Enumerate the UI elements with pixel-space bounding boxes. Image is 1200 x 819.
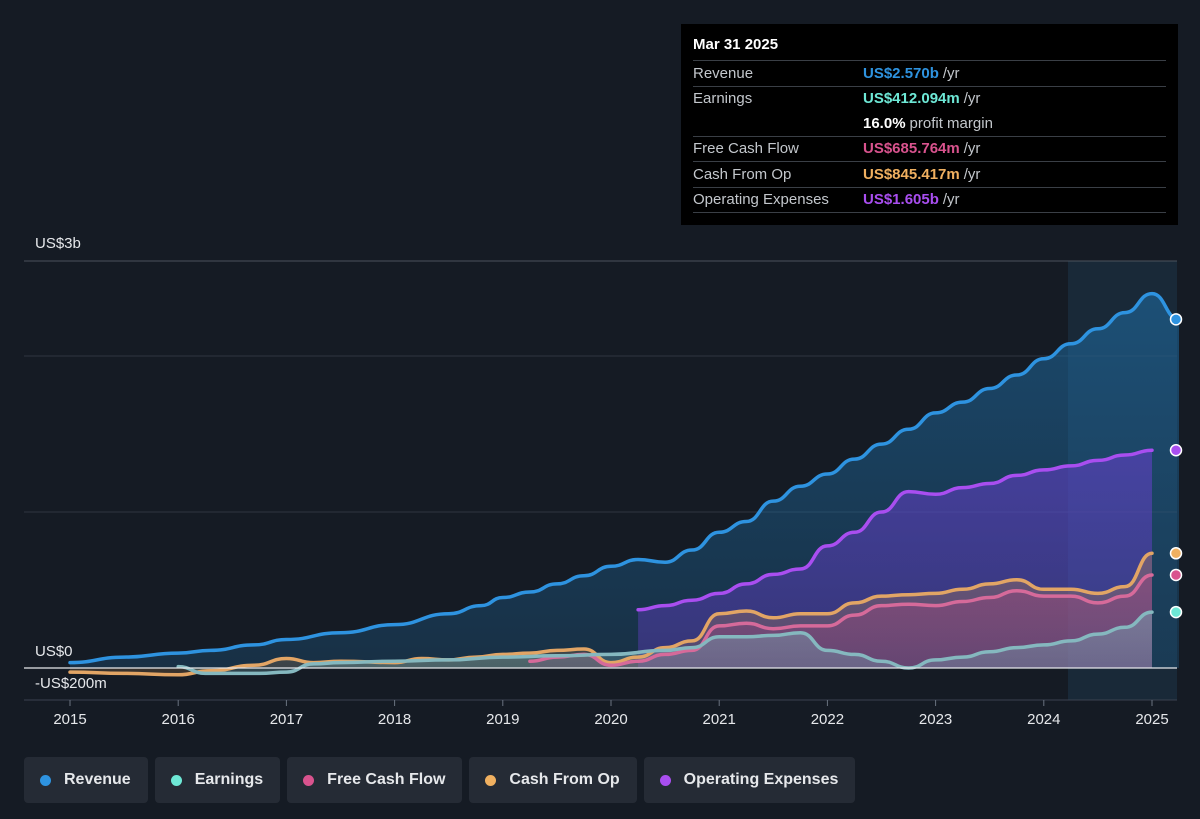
x-tick-label: 2025	[1135, 711, 1168, 728]
tooltip-unit: profit margin	[909, 114, 993, 132]
legend-label: Revenue	[64, 771, 131, 788]
legend: Revenue Earnings Free Cash Flow Cash From O…	[24, 757, 856, 803]
tooltip-label: Operating Expenses	[693, 191, 829, 209]
free-cash-flow-line	[528, 573, 1154, 668]
tooltip-label: Free Cash Flow	[693, 140, 799, 158]
tooltip-unit: /yr	[942, 191, 960, 209]
tooltip-value: US$685.764m	[863, 140, 960, 158]
tooltip-value: US$1.605b	[863, 191, 939, 209]
cash-from-op-end-marker	[1169, 547, 1183, 560]
tooltip-panel: Mar 31 2025 Revenue US$2.570b/yr Earnings U…	[681, 24, 1178, 225]
free-cash-flow-end-marker	[1169, 568, 1183, 582]
legend-label: Operating Expenses	[683, 771, 839, 788]
x-tick-label: 2019	[486, 711, 519, 728]
tooltip-label: Revenue	[693, 64, 754, 82]
operating-expenses-line	[636, 448, 1154, 612]
legend-item-cash-from-op[interactable]: Cash From Op	[469, 757, 637, 803]
y-tick-label: -US$200m	[35, 675, 107, 692]
x-tick-label: 2015	[53, 711, 86, 728]
operating-expenses-end-marker	[1169, 444, 1183, 457]
revenue-end-marker	[1169, 313, 1183, 326]
tooltip-row-earnings: Earnings US$412.094m/yr	[693, 85, 1166, 112]
tooltip-value: US$412.094m	[863, 90, 960, 108]
legend-dot-icon	[40, 774, 51, 786]
x-tick-label: 2018	[378, 711, 411, 728]
earnings-line	[176, 610, 1154, 676]
x-tick-label: 2024	[1027, 711, 1060, 728]
x-tick-label: 2021	[703, 711, 736, 728]
tooltip-label: Cash From Op	[693, 165, 792, 183]
tooltip-date: Mar 31 2025	[693, 36, 779, 53]
legend-dot-icon	[659, 774, 671, 786]
x-tick-label: 2023	[919, 711, 952, 728]
legend-label: Earnings	[194, 771, 264, 788]
tooltip-value: US$845.417m	[863, 165, 960, 183]
legend-item-earnings[interactable]: Earnings	[154, 757, 281, 803]
legend-item-free-cash-flow[interactable]: Free Cash Flow	[287, 757, 463, 803]
tooltip-row-cash-from-op: Cash From Op US$845.417m/yr	[693, 161, 1166, 187]
tooltip-label: Earnings	[693, 90, 753, 108]
earnings-end-marker	[1169, 605, 1183, 619]
legend-label: Free Cash Flow	[327, 771, 446, 788]
legend-dot-icon	[303, 774, 315, 786]
legend-item-revenue[interactable]: Revenue	[24, 757, 148, 803]
x-tick-label: 2017	[270, 711, 303, 728]
tooltip-value: 16.0%	[863, 114, 906, 132]
x-tick-label: 2020	[594, 711, 627, 728]
y-tick-label: US$0	[35, 643, 73, 660]
tooltip-unit: /yr	[963, 165, 981, 183]
legend-label: Cash From Op	[509, 771, 620, 788]
tooltip-unit: /yr	[942, 64, 960, 82]
tooltip-unit: /yr	[963, 140, 981, 158]
legend-dot-icon	[170, 774, 182, 786]
legend-item-operating-expenses[interactable]: Operating Expenses	[643, 757, 856, 803]
earnings-area	[178, 612, 1152, 674]
tooltip-row-revenue: Revenue US$2.570b/yr	[693, 60, 1166, 86]
x-tick-label: 2016	[162, 711, 195, 728]
tooltip-value: US$2.570b	[863, 64, 939, 82]
legend-dot-icon	[485, 774, 497, 786]
y-tick-label: US$3b	[35, 235, 81, 252]
x-tick-label: 2022	[811, 711, 844, 728]
tooltip-row-free-cash-flow: Free Cash Flow US$685.764m/yr	[693, 135, 1166, 162]
tooltip-unit: /yr	[963, 90, 981, 108]
tooltip-row-operating-expenses: Operating Expenses US$1.605b/yr	[693, 186, 1166, 213]
tooltip-divider	[693, 212, 1166, 213]
revenue-line	[68, 291, 1181, 665]
tooltip-row-profit-margin: 16.0% profit margin	[693, 111, 1166, 136]
